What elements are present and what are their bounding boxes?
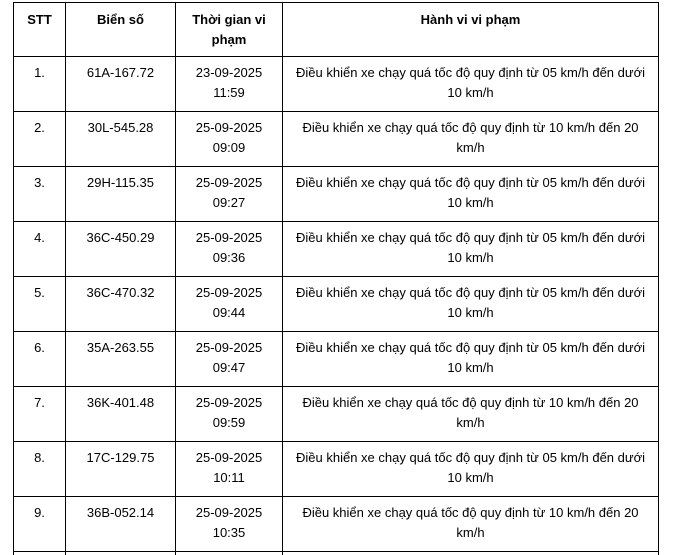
cell-violation: Điều khiển xe chạy quá tốc độ quy định t… (282, 441, 659, 497)
table-row: 9. 36B-052.14 25-09-2025 10:35 Điều khiể… (13, 496, 659, 552)
cell-time: 23-09-2025 11:59 (175, 56, 283, 112)
cell-time: 25-09-2025 09:44 (175, 276, 283, 332)
table-row: 3. 29H-115.35 25-09-2025 09:27 Điều khiể… (13, 166, 659, 222)
cell-time: 25-09-2025 10:35 (175, 496, 283, 552)
cell-time: 25-09-2025 09:59 (175, 386, 283, 442)
cell-plate: 36A-384.51 (65, 551, 176, 555)
cell-time: 25-09-2025 10:11 (175, 441, 283, 497)
cell-plate: 36B-052.14 (65, 496, 176, 552)
cell-plate: 36C-470.32 (65, 276, 176, 332)
violations-table-header: STT Biển số Thời gian vi phạm Hành vi vi… (13, 2, 659, 57)
table-row: 8. 17C-129.75 25-09-2025 10:11 Điều khiể… (13, 441, 659, 497)
cell-stt: 5. (13, 276, 66, 332)
cell-stt: 6. (13, 331, 66, 387)
cell-violation: Điều khiển xe chạy quá tốc độ quy định t… (282, 111, 659, 167)
table-row: 10. 36A-384.51 25-09-2025 10:37 Điều khi… (13, 551, 659, 555)
column-header-time: Thời gian vi phạm (175, 2, 283, 57)
cell-violation: Điều khiển xe chạy quá tốc độ quy định t… (282, 331, 659, 387)
violations-table-body: 1. 61A-167.72 23-09-2025 11:59 Điều khiể… (13, 56, 659, 555)
cell-time: 25-09-2025 09:47 (175, 331, 283, 387)
cell-time: 25-09-2025 10:37 (175, 551, 283, 555)
cell-time: 25-09-2025 09:27 (175, 166, 283, 222)
cell-plate: 61A-167.72 (65, 56, 176, 112)
cell-violation: Điều khiển xe chạy quá tốc độ quy định t… (282, 221, 659, 277)
cell-time: 25-09-2025 09:36 (175, 221, 283, 277)
table-row: 6. 35A-263.55 25-09-2025 09:47 Điều khiể… (13, 331, 659, 387)
cell-violation: Điều khiển xe chạy quá tốc độ quy định t… (282, 56, 659, 112)
table-row: 1. 61A-167.72 23-09-2025 11:59 Điều khiể… (13, 56, 659, 112)
cell-stt: 3. (13, 166, 66, 222)
cell-stt: 7. (13, 386, 66, 442)
cell-violation: Điều khiển xe chạy quá tốc độ quy định t… (282, 551, 659, 555)
cell-plate: 36C-450.29 (65, 221, 176, 277)
table-row: 2. 30L-545.28 25-09-2025 09:09 Điều khiể… (13, 111, 659, 167)
cell-stt: 2. (13, 111, 66, 167)
cell-violation: Điều khiển xe chạy quá tốc độ quy định t… (282, 166, 659, 222)
table-row: 4. 36C-450.29 25-09-2025 09:36 Điều khiể… (13, 221, 659, 277)
column-header-violation: Hành vi vi phạm (282, 2, 659, 57)
table-row: 5. 36C-470.32 25-09-2025 09:44 Điều khiể… (13, 276, 659, 332)
cell-stt: 1. (13, 56, 66, 112)
column-header-stt: STT (13, 2, 66, 57)
cell-plate: 29H-115.35 (65, 166, 176, 222)
cell-plate: 35A-263.55 (65, 331, 176, 387)
cell-stt: 8. (13, 441, 66, 497)
cell-violation: Điều khiển xe chạy quá tốc độ quy định t… (282, 496, 659, 552)
cell-violation: Điều khiển xe chạy quá tốc độ quy định t… (282, 386, 659, 442)
cell-plate: 36K-401.48 (65, 386, 176, 442)
cell-plate: 17C-129.75 (65, 441, 176, 497)
cell-time: 25-09-2025 09:09 (175, 111, 283, 167)
violations-table: STT Biển số Thời gian vi phạm Hành vi vi… (13, 2, 659, 555)
cell-plate: 30L-545.28 (65, 111, 176, 167)
cell-stt: 4. (13, 221, 66, 277)
cell-stt: 10. (13, 551, 66, 555)
cell-violation: Điều khiển xe chạy quá tốc độ quy định t… (282, 276, 659, 332)
table-row: 7. 36K-401.48 25-09-2025 09:59 Điều khiể… (13, 386, 659, 442)
header-row: STT Biển số Thời gian vi phạm Hành vi vi… (13, 2, 659, 57)
column-header-plate: Biển số (65, 2, 176, 57)
cell-stt: 9. (13, 496, 66, 552)
